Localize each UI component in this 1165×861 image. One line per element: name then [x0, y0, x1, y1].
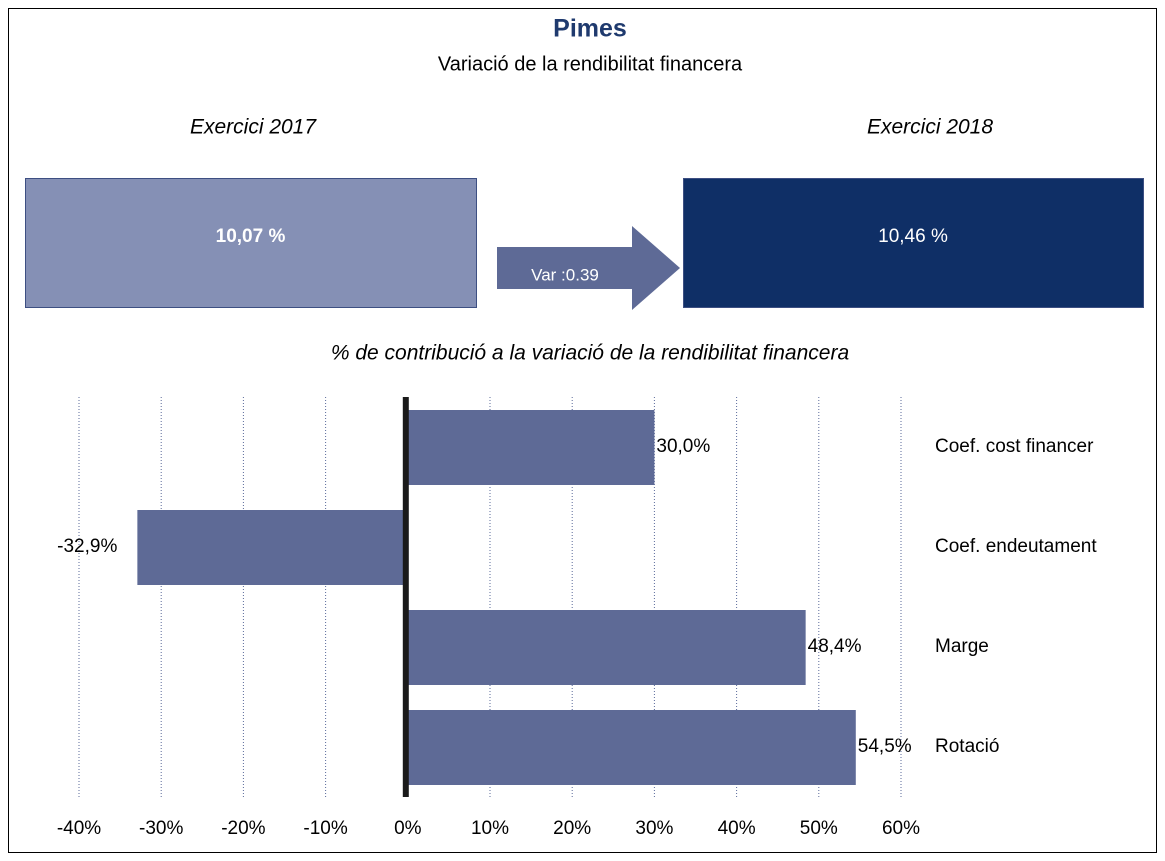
chart-subtitle: Variació de la rendibilitat financera	[438, 53, 743, 75]
kpi-year: Exercici 2018	[867, 116, 993, 139]
x-tick-label: -20%	[221, 818, 265, 839]
chart-title: Pimes	[553, 15, 627, 43]
category-label: Coef. cost financer	[935, 436, 1094, 457]
bar	[407, 410, 655, 485]
value-label: 30,0%	[656, 436, 710, 457]
x-tick-label: -40%	[57, 818, 101, 839]
value-label: 54,5%	[858, 736, 912, 757]
category-label: Coef. endeutament	[935, 536, 1097, 557]
bar	[407, 710, 856, 785]
kpi-box	[25, 178, 477, 308]
arrow-body	[497, 247, 633, 289]
category-label: Rotació	[935, 736, 999, 757]
x-tick-label: 30%	[635, 818, 673, 839]
arrow-head	[632, 226, 680, 310]
variation-arrow: Var :0.39	[497, 226, 680, 310]
bar	[137, 510, 408, 585]
x-tick-label: 10%	[471, 818, 509, 839]
variation-label: Var :0.39	[531, 265, 599, 284]
x-tick-label: 0%	[394, 818, 422, 839]
value-label: -32,9%	[57, 536, 117, 557]
x-tick-label: 50%	[800, 818, 838, 839]
bar	[407, 610, 806, 685]
x-tick-label: -30%	[139, 818, 183, 839]
bar-chart-title: % de contribució a la variació de la ren…	[331, 342, 849, 365]
x-tick-label: -10%	[303, 818, 347, 839]
x-tick-label: 20%	[553, 818, 591, 839]
x-tick-label: 40%	[718, 818, 756, 839]
category-label: Marge	[935, 636, 989, 657]
x-tick-label: 60%	[882, 818, 920, 839]
kpi-value: 10,46 %	[878, 226, 948, 247]
kpi-year: Exercici 2017	[190, 116, 317, 139]
kpi-box	[683, 178, 1144, 308]
value-label: 48,4%	[808, 636, 862, 657]
kpi-value: 10,07 %	[216, 226, 286, 247]
